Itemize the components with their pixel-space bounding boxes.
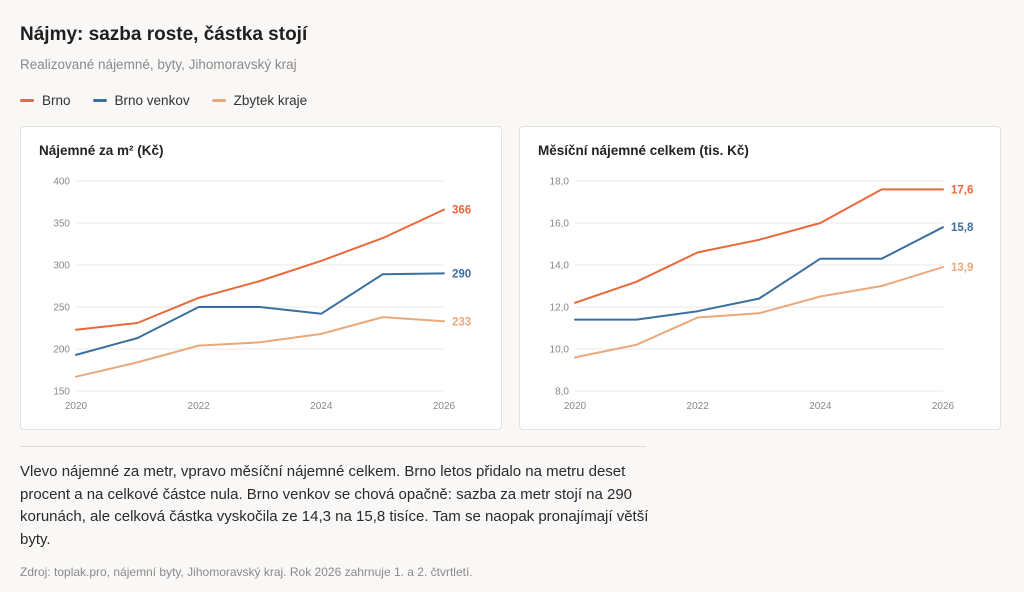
y-tick-label: 250 [53, 303, 70, 314]
end-label-brno-venkov: 15,8 [951, 222, 974, 234]
chart-title-rent-per-m2: Nájemné za m² (Kč) [39, 143, 164, 158]
y-tick-label: 300 [53, 261, 70, 272]
body-text: Vlevo nájemné za metr, vpravo měsíční ná… [20, 463, 649, 548]
y-tick-label: 14,0 [550, 261, 570, 272]
x-tick-label: 2026 [433, 401, 456, 412]
series-line-brno [75, 208, 445, 331]
chart-title-monthly-rent: Měsíční nájemné celkem (tis. Kč) [538, 143, 749, 158]
legend: Brno Brno venkov Zbytek kraje [20, 93, 307, 108]
x-tick-label: 2020 [65, 401, 88, 412]
legend-label-zbytek-kraje: Zbytek kraje [233, 93, 308, 108]
y-tick-label: 8,0 [555, 387, 569, 398]
y-tick-label: 150 [53, 387, 70, 398]
chart-panel-rent-per-m2: Nájemné za m² (Kč) 150 200 250 300 350 400 202… [20, 126, 502, 430]
chart-rent-per-m2: 150 200 250 300 350 400 2020 2022 2024 2026 366 290… [53, 177, 471, 413]
x-tick-label: 2024 [809, 401, 832, 412]
series-line-brno-venkov [574, 226, 944, 321]
x-tick-label: 2022 [188, 401, 211, 412]
source-note: Zdroj: toplak.pro, nájemní byty, Jihomor… [20, 565, 473, 579]
end-label-zbytek-kraje: 233 [452, 316, 471, 328]
x-tick-label: 2024 [310, 401, 333, 412]
y-tick-label: 18,0 [550, 177, 570, 188]
y-tick-label: 400 [53, 177, 70, 188]
y-tick-label: 16,0 [550, 219, 570, 230]
y-tick-label: 10,0 [550, 345, 570, 356]
legend-swatch-brno [20, 99, 34, 102]
legend-item-brno-venkov: Brno venkov [92, 93, 190, 108]
end-label-zbytek-kraje: 13,9 [951, 262, 973, 274]
end-label-brno: 366 [452, 205, 471, 217]
page-subtitle: Realizované nájemné, byty, Jihomoravský … [20, 57, 297, 72]
page-title: Nájmy: sazba roste, částka stojí [20, 24, 308, 45]
series-line-zbytek-kraje [574, 266, 944, 359]
chart-monthly-rent: 8,0 10,0 12,0 14,0 16,0 18,0 2020 2022 2024 2026 1… [550, 177, 974, 413]
legend-item-zbytek-kraje: Zbytek kraje [211, 93, 308, 108]
legend-item-brno: Brno [20, 93, 71, 108]
x-tick-label: 2020 [564, 401, 587, 412]
x-tick-label: 2022 [687, 401, 710, 412]
legend-label-brno-venkov: Brno venkov [114, 93, 190, 108]
y-tick-label: 12,0 [550, 303, 570, 314]
legend-label-brno: Brno [42, 93, 71, 108]
y-tick-label: 350 [53, 219, 70, 230]
end-label-brno: 17,6 [951, 184, 973, 196]
y-tick-label: 200 [53, 345, 70, 356]
series-line-brno [574, 188, 944, 304]
legend-swatch-brno-venkov [92, 99, 107, 102]
divider [20, 446, 646, 447]
series-line-brno-venkov [75, 272, 445, 356]
series-line-zbytek-kraje [75, 316, 445, 378]
end-label-brno-venkov: 290 [452, 268, 471, 280]
legend-swatch-zbytek-kraje [211, 99, 226, 102]
x-tick-label: 2026 [932, 401, 955, 412]
chart-panel-monthly-rent: Měsíční nájemné celkem (tis. Kč) 8,0 10,0… [519, 126, 1001, 430]
